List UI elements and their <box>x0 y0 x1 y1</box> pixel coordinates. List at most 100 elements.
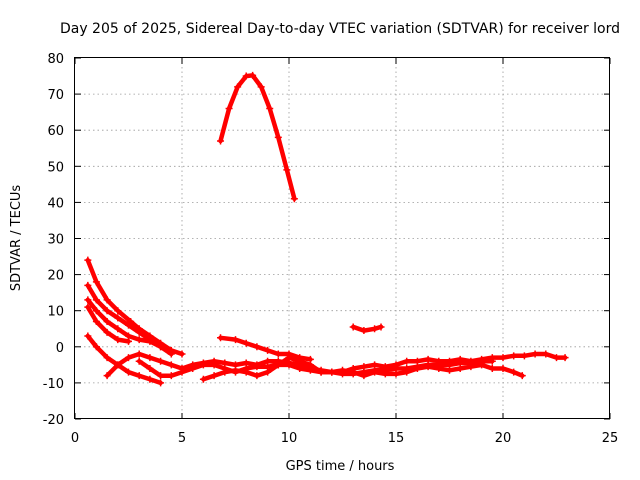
data-point <box>146 354 154 362</box>
data-point <box>114 325 122 333</box>
data-point <box>210 372 218 380</box>
data-point <box>146 375 154 383</box>
y-tick-label: 40 <box>47 196 64 211</box>
data-point <box>135 336 143 344</box>
data-point <box>84 281 92 289</box>
data-point <box>306 355 314 363</box>
plot-frame <box>74 57 610 419</box>
data-point <box>467 363 475 371</box>
data-point <box>242 72 250 80</box>
data-point <box>135 350 143 358</box>
data-point <box>135 328 143 336</box>
data-point <box>371 368 379 376</box>
data-point <box>103 372 111 380</box>
tick-layer: 0 5 10 15 20 25 -20 -10 0 10 20 30 40 50 60 70 80 <box>43 52 619 446</box>
data-point <box>210 361 218 369</box>
y-tick-label: 10 <box>47 305 64 320</box>
y-tick-label: 30 <box>47 233 64 248</box>
data-point <box>125 368 132 376</box>
y-tick-label: 80 <box>47 52 64 67</box>
data-point <box>199 361 207 369</box>
data-point <box>403 368 411 376</box>
data-point <box>253 343 261 351</box>
data-point <box>146 364 154 372</box>
data-point <box>225 105 233 113</box>
x-axis-label: GPS time / hours <box>286 459 395 474</box>
y-tick-label: 70 <box>47 88 64 103</box>
data-point <box>84 256 92 264</box>
data-point <box>92 307 100 315</box>
data-point <box>510 368 518 376</box>
data-point <box>274 350 282 358</box>
series-layer <box>84 71 569 387</box>
data-point <box>157 343 165 351</box>
data-point <box>92 343 100 351</box>
series-line-arc10 <box>218 335 313 362</box>
data-point <box>217 137 225 145</box>
data-point <box>84 303 92 311</box>
data-point <box>189 364 197 372</box>
y-tick-label: -10 <box>43 377 64 392</box>
data-point <box>488 364 496 372</box>
data-point <box>349 323 357 331</box>
data-point <box>167 350 175 358</box>
data-point <box>157 357 165 365</box>
data-point <box>114 307 122 315</box>
data-point <box>349 368 357 376</box>
data-point <box>167 372 175 380</box>
data-point <box>125 337 132 345</box>
data-point <box>178 350 186 358</box>
data-point <box>103 328 111 336</box>
chart-title: Day 205 of 2025, Sidereal Day-to-day VTE… <box>60 21 620 37</box>
data-point <box>424 363 432 371</box>
data-point <box>264 368 272 376</box>
data-point <box>253 372 261 380</box>
x-tick-label: 10 <box>281 431 298 446</box>
data-point <box>561 354 569 362</box>
data-point <box>84 332 92 340</box>
data-point <box>478 361 486 369</box>
data-point <box>520 352 528 360</box>
data-point <box>157 372 165 380</box>
data-point <box>510 352 518 360</box>
data-point <box>146 337 154 345</box>
data-point <box>242 368 250 376</box>
data-point <box>103 318 111 326</box>
data-point <box>217 334 225 342</box>
data-point <box>499 354 507 362</box>
y-tick-label: 50 <box>47 160 64 175</box>
data-point <box>92 278 100 286</box>
x-tick-label: 5 <box>178 431 186 446</box>
data-point <box>178 368 186 376</box>
data-point <box>103 296 111 304</box>
data-point <box>317 368 325 376</box>
data-point <box>274 361 282 369</box>
data-point <box>234 83 242 91</box>
data-point <box>290 195 298 203</box>
series-line-arc11 <box>350 324 384 333</box>
data-point <box>84 296 92 304</box>
y-tick-label: 20 <box>47 269 64 284</box>
data-point <box>381 370 389 378</box>
data-point <box>435 364 443 372</box>
data-point <box>92 296 100 304</box>
data-point <box>296 354 304 362</box>
data-point <box>518 372 526 380</box>
y-tick-label: 60 <box>47 124 64 139</box>
data-point <box>221 368 229 376</box>
data-point <box>114 336 122 344</box>
data-point <box>125 321 132 329</box>
data-point <box>371 325 379 333</box>
data-point <box>266 105 274 113</box>
data-point <box>377 323 385 331</box>
data-point <box>249 71 257 79</box>
data-point <box>135 357 143 365</box>
data-point <box>92 318 100 326</box>
data-point <box>103 307 111 315</box>
series-line-arc2 <box>85 257 185 357</box>
data-point <box>257 83 265 91</box>
y-tick-label: 0 <box>56 341 64 356</box>
data-point <box>339 366 346 374</box>
data-point <box>114 314 122 322</box>
